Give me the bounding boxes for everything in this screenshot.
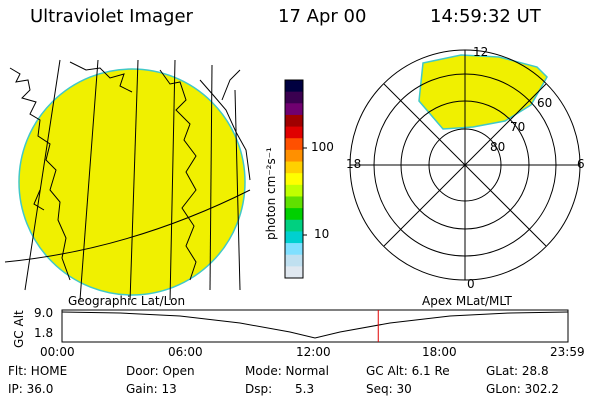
altitude-curve (61, 311, 569, 339)
polar-ring-label: 60 (537, 96, 553, 110)
color-scale-swatch (285, 208, 303, 221)
latitude-line (4, 189, 251, 263)
color-scale-swatch (285, 126, 303, 139)
color-scale-swatch (285, 103, 303, 116)
timeline-xtick: 18:00 (422, 345, 457, 359)
dsp-value: Dsp: 5.3 (245, 382, 315, 396)
geographic-image (4, 59, 251, 300)
color-scale-swatch (285, 231, 303, 244)
timeline-xtick: 12:00 (296, 345, 331, 359)
timeline-xtick: 00:00 (40, 345, 75, 359)
timeline-ytick: 9.0 (34, 306, 54, 320)
color-scale-swatch (285, 173, 303, 186)
polar-emission-region (418, 54, 548, 130)
color-scale-swatch (285, 80, 303, 93)
color-scale-bar (284, 79, 307, 279)
color-scale-swatch (285, 196, 303, 209)
color-scale-swatch (285, 254, 303, 267)
color-scale-swatch (285, 161, 303, 174)
color-scale-swatch (285, 149, 303, 163)
color-scale-swatch (285, 219, 303, 232)
sequence-value: Seq: 30 (366, 382, 412, 396)
door-status: Door: Open (126, 364, 195, 378)
polar-ring-label: 80 (490, 140, 506, 154)
polar-grid (349, 49, 581, 281)
color-scale-swatch (285, 266, 303, 279)
color-scale-tick-label: 100 (311, 140, 334, 154)
color-scale-swatch (285, 243, 303, 256)
color-scale-swatch (285, 138, 303, 151)
color-scale-swatch (285, 184, 303, 197)
timeline-frame (61, 309, 569, 343)
color-scale-unit: photon cm⁻²s⁻¹ (264, 147, 278, 240)
left-panel-caption: Geographic Lat/Lon (68, 294, 186, 308)
color-scale-swatch (285, 91, 303, 104)
polar-label-bottom: 0 (467, 277, 475, 291)
polar-label-left: 18 (346, 157, 362, 171)
timeline-ylabel: GC Alt (12, 310, 26, 348)
color-scale-swatches (285, 80, 303, 279)
meridian-lines (24, 59, 241, 300)
polar-label-top: 12 (473, 45, 489, 59)
polar-plot (349, 49, 581, 281)
polar-label-right: 6 (577, 157, 585, 171)
geo-longitude: GLon: 302.2 (486, 382, 559, 396)
color-scale-swatch (285, 114, 303, 128)
timeline-ytick: 1.8 (34, 326, 54, 340)
flight-status: Flt: HOME (8, 364, 68, 378)
geo-latitude: GLat: 28.8 (486, 364, 549, 378)
color-scale-tick-label: 10 (314, 227, 330, 241)
gc-altitude: GC Alt: 6.1 Re (366, 364, 450, 378)
right-panel-caption: Apex MLat/MLT (422, 294, 512, 308)
polar-ring-label: 70 (510, 120, 526, 134)
timeline-xtick: 23:59 (550, 345, 585, 359)
ip-value: IP: 36.0 (8, 382, 54, 396)
coastlines (9, 61, 251, 281)
mode-status: Mode: Normal (245, 364, 329, 378)
altitude-timeline (61, 309, 569, 343)
timeline-xtick: 06:00 (168, 345, 203, 359)
date-label: 17 Apr 00 (278, 6, 367, 27)
app-title: Ultraviolet Imager (30, 6, 193, 27)
color-scale-frame (284, 79, 304, 279)
time-label: 14:59:32 UT (430, 6, 541, 27)
gain-value: Gain: 13 (126, 382, 177, 396)
